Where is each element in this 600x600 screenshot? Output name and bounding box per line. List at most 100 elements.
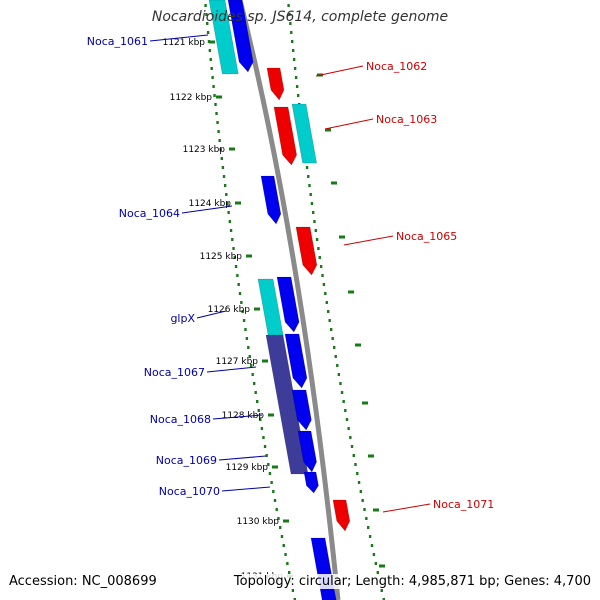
tick-mark xyxy=(283,519,289,523)
right-dotted-guide xyxy=(329,328,333,331)
tick-mark xyxy=(362,401,368,405)
gene-label-forward: Noca_1062 xyxy=(366,60,427,73)
gene-1062 xyxy=(266,67,285,101)
right-dotted-guide xyxy=(291,49,295,52)
tick-label: 1121 kbp xyxy=(163,38,206,48)
left-dotted-guide xyxy=(236,274,239,277)
left-dotted-guide xyxy=(209,58,212,61)
gene-label-forward: Noca_1063 xyxy=(376,113,437,126)
rna-feature-glpX xyxy=(257,278,284,337)
left-dotted-guide xyxy=(273,499,277,502)
label-leader xyxy=(343,235,394,246)
tick-label: 1124 kbp xyxy=(189,199,232,209)
left-dotted-guide xyxy=(267,463,270,466)
left-dotted-guide xyxy=(217,130,220,133)
tick-mark xyxy=(325,128,331,132)
genome-backbone xyxy=(237,0,341,600)
left-dotted-guide xyxy=(212,85,215,88)
right-dotted-guide xyxy=(318,256,321,259)
right-dotted-guide xyxy=(322,283,326,286)
gene-label-reverse: Noca_1061 xyxy=(87,35,148,48)
tick-mark xyxy=(272,465,278,469)
left-dotted-guide xyxy=(240,301,243,304)
tick-mark xyxy=(373,508,379,512)
tick-mark xyxy=(235,201,241,205)
right-dotted-guide xyxy=(370,544,374,547)
right-dotted-guide xyxy=(332,346,336,349)
left-dotted-guide xyxy=(287,571,291,574)
right-dotted-guide xyxy=(315,238,319,241)
right-dotted-guide xyxy=(294,76,298,79)
right-dotted-guide xyxy=(344,409,347,412)
tick-mark xyxy=(229,147,235,151)
left-dotted-guide xyxy=(229,229,233,232)
left-dotted-guide xyxy=(214,103,217,106)
left-dotted-guide xyxy=(207,40,211,43)
left-dotted-guide xyxy=(257,409,260,412)
tick-label: 1127 kbp xyxy=(216,357,259,367)
left-dotted-guide xyxy=(221,166,225,169)
topology-text: Topology: circular; Length: 4,985,871 bp… xyxy=(233,574,591,589)
tick-label: 1122 kbp xyxy=(170,93,213,103)
left-dotted-guide xyxy=(270,481,273,484)
left-dotted-guide xyxy=(262,436,265,439)
left-dotted-guide xyxy=(279,526,282,529)
right-dotted-guide xyxy=(356,472,359,475)
tick-mark xyxy=(262,359,268,363)
right-dotted-guide xyxy=(368,535,372,538)
tick-label: 1130 kbp xyxy=(237,517,280,527)
left-dotted-guide xyxy=(231,238,234,241)
left-dotted-guide xyxy=(265,454,268,457)
right-dotted-guide xyxy=(337,373,341,376)
right-dotted-guide xyxy=(314,229,317,232)
left-dotted-guide xyxy=(272,490,275,493)
left-dotted-guide xyxy=(254,391,257,394)
left-dotted-guide xyxy=(238,292,242,295)
dotted-guides xyxy=(204,4,385,600)
gene-label-forward: Noca_1071 xyxy=(433,498,494,511)
tick-mark xyxy=(355,343,361,347)
label-leader xyxy=(196,310,227,319)
right-dotted-guide xyxy=(350,445,354,448)
left-dotted-guide xyxy=(220,157,223,160)
left-dotted-guide xyxy=(242,319,246,322)
right-dotted-guide xyxy=(313,220,316,223)
left-dotted-guide xyxy=(206,31,210,34)
tick-mark xyxy=(368,454,374,458)
right-dotted-guide xyxy=(339,382,342,385)
right-dotted-guide xyxy=(340,391,344,394)
right-dotted-guide xyxy=(287,4,290,7)
left-dotted-guide xyxy=(204,4,207,7)
left-dotted-guide xyxy=(210,67,213,70)
gene-1067 xyxy=(284,333,308,389)
label-leader xyxy=(315,65,364,77)
left-dotted-guide xyxy=(223,184,227,187)
right-dotted-guide xyxy=(289,22,292,25)
label-leader xyxy=(212,414,263,420)
gene-1071 xyxy=(332,499,351,532)
left-dotted-guide xyxy=(275,508,278,511)
left-dotted-guide xyxy=(284,553,287,556)
right-dotted-guide xyxy=(290,31,293,34)
right-dotted-guide xyxy=(349,436,352,439)
rna-feature-1061 xyxy=(208,0,239,75)
tick-mark xyxy=(348,290,354,294)
right-dotted-guide xyxy=(380,589,383,592)
label-leader xyxy=(206,366,257,373)
figure-title: Nocardioides sp. JS614, complete genome xyxy=(151,9,449,25)
tick-label: 1129 kbp xyxy=(226,463,269,473)
left-dotted-guide xyxy=(208,49,212,52)
left-dotted-guide xyxy=(250,364,253,367)
label-leader xyxy=(221,486,271,492)
right-dotted-guide xyxy=(317,247,320,250)
left-dotted-guide xyxy=(293,598,296,600)
right-dotted-guide xyxy=(312,211,315,214)
right-dotted-guide xyxy=(361,499,364,502)
right-dotted-guide xyxy=(296,94,300,97)
gene-glpX xyxy=(276,276,300,333)
right-dotted-guide xyxy=(363,508,366,511)
left-dotted-guide xyxy=(291,589,295,592)
right-dotted-guide xyxy=(342,400,345,403)
left-dotted-guide xyxy=(233,256,236,259)
